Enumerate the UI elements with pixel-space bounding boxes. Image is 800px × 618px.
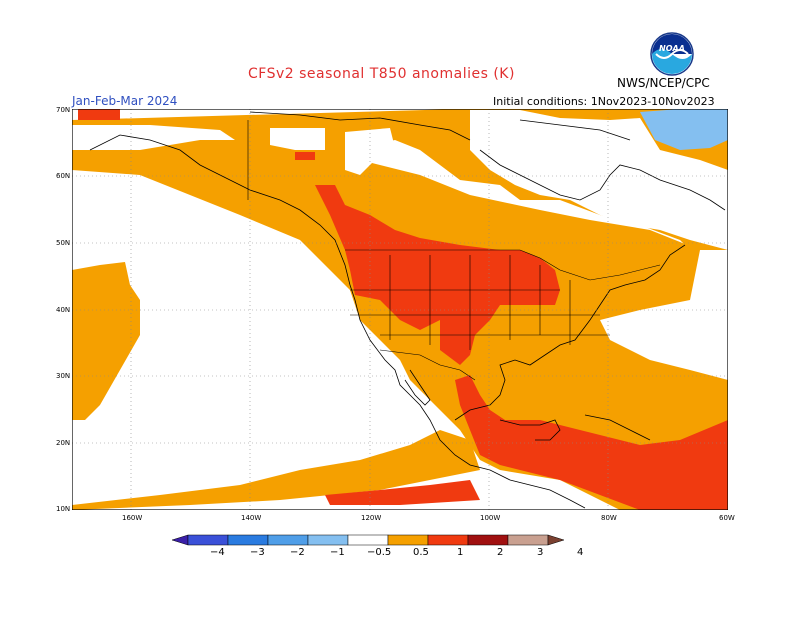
coastlines <box>89 111 726 509</box>
colorbar-segment <box>387 534 429 546</box>
graticule <box>72 109 728 510</box>
white-patches <box>72 110 728 495</box>
colorbar-label: −2 <box>290 547 305 558</box>
lat-label-50n: 50N <box>56 239 71 247</box>
initial-conditions: Initial conditions: 1Nov2023-10Nov2023 <box>493 95 715 108</box>
colorbar-segment <box>307 534 349 546</box>
lon-label-160w: 160W <box>122 514 143 522</box>
map-title: CFSv2 seasonal T850 anomalies (K) <box>248 66 515 82</box>
lon-label-60w: 60W <box>719 514 735 522</box>
colorbar-segment <box>227 534 269 546</box>
colorbar-label: 0.5 <box>413 547 429 558</box>
lat-label-40n: 40N <box>56 306 71 314</box>
political-borders <box>247 120 661 381</box>
colorbar-label: −3 <box>250 547 265 558</box>
colorbar-label: −0.5 <box>367 547 392 558</box>
colorbar-label: −1 <box>330 547 345 558</box>
lat-label-20n: 20N <box>56 439 71 447</box>
colorbar-segment <box>187 534 229 546</box>
forecast-period: Jan-Feb-Mar 2024 <box>72 94 178 108</box>
colorbar-arrow-left <box>172 534 189 546</box>
lon-label-120w: 120W <box>361 514 382 522</box>
colorbar-segment <box>427 534 469 546</box>
lat-label-30n: 30N <box>56 372 71 380</box>
colorbar-label: 1 <box>457 547 464 558</box>
noaa-logo: NOAA <box>650 32 694 76</box>
colorbar-label: 2 <box>497 547 504 558</box>
colorbar-segment <box>467 534 509 546</box>
lon-label-80w: 80W <box>601 514 617 522</box>
colorbar-segment <box>507 534 549 546</box>
colorbar-label: 4 <box>577 547 584 558</box>
anomaly-shading-red <box>78 109 728 510</box>
lat-label-70n: 70N <box>56 106 71 114</box>
colorbar <box>172 534 565 546</box>
lon-label-100w: 100W <box>480 514 501 522</box>
colorbar-arrow-right <box>547 534 565 546</box>
agency-label: NWS/NCEP/CPC <box>617 76 710 90</box>
noaa-logo-text: NOAA <box>659 44 685 53</box>
colorbar-segment <box>347 534 389 546</box>
colorbar-label: −4 <box>210 547 225 558</box>
lat-label-60n: 60N <box>56 172 71 180</box>
anomaly-shading-blue <box>640 109 728 150</box>
lon-label-140w: 140W <box>241 514 262 522</box>
anomaly-map <box>72 109 728 510</box>
colorbar-label: 3 <box>537 547 544 558</box>
colorbar-segment <box>267 534 309 546</box>
lat-label-10n: 10N <box>56 505 71 513</box>
